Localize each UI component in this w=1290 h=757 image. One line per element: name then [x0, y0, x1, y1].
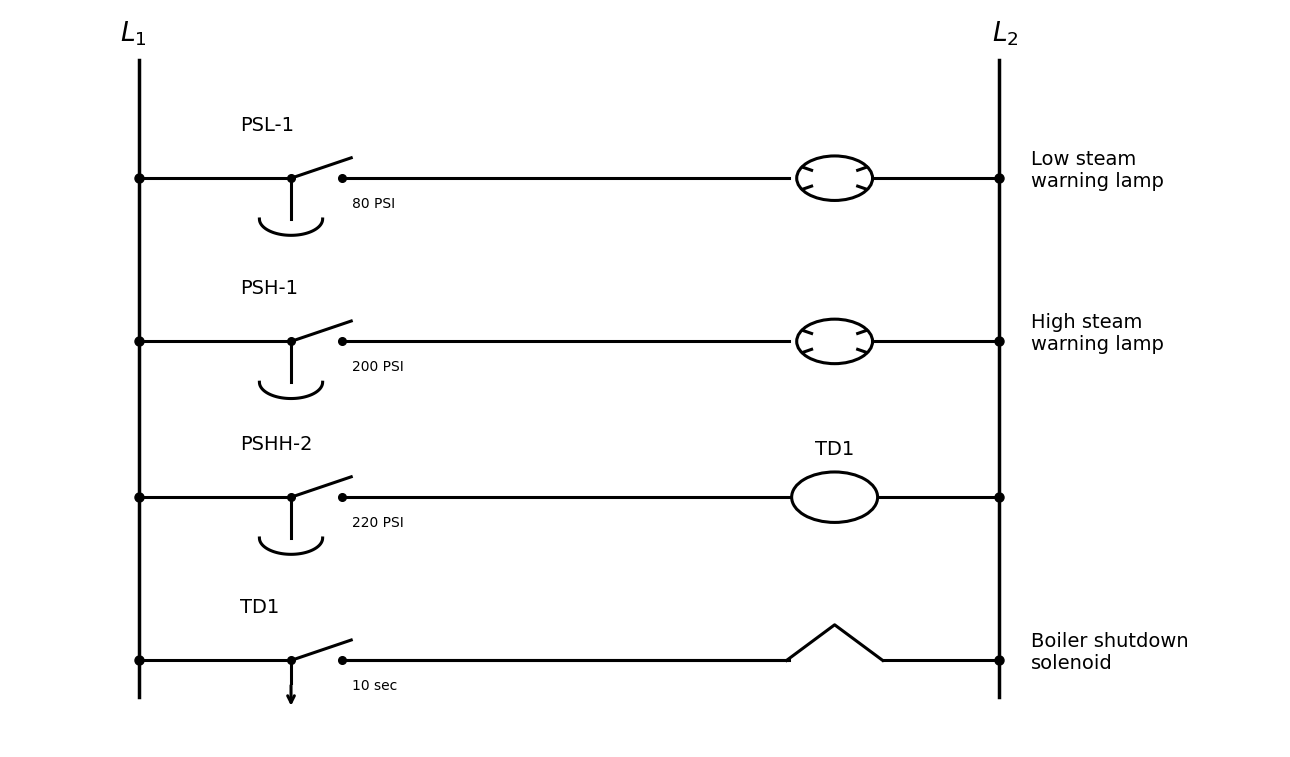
Text: TD1: TD1 — [815, 440, 854, 459]
Text: $L_1$: $L_1$ — [120, 20, 146, 48]
Text: Boiler shutdown
solenoid: Boiler shutdown solenoid — [1031, 633, 1188, 674]
Text: Low steam
warning lamp: Low steam warning lamp — [1031, 151, 1164, 192]
Text: PSHH-2: PSHH-2 — [240, 435, 313, 454]
Text: PSH-1: PSH-1 — [240, 279, 298, 298]
Text: 10 sec: 10 sec — [352, 679, 397, 693]
Text: 200 PSI: 200 PSI — [352, 360, 404, 374]
Text: PSL-1: PSL-1 — [240, 116, 294, 136]
Text: High steam
warning lamp: High steam warning lamp — [1031, 313, 1164, 354]
Text: $L_2$: $L_2$ — [992, 20, 1019, 48]
Text: 80 PSI: 80 PSI — [352, 197, 395, 210]
Text: TD1: TD1 — [240, 598, 280, 618]
Text: 220 PSI: 220 PSI — [352, 516, 404, 530]
